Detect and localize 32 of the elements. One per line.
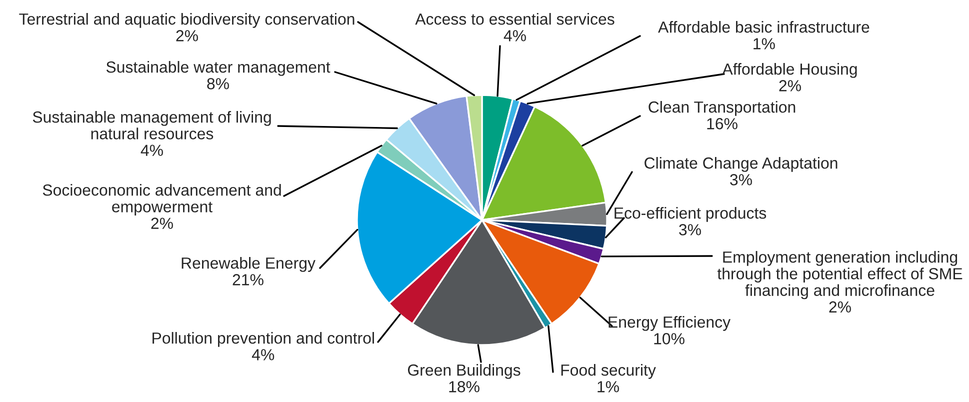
slice-label: Employment generation including through the potential effect of SME financing and microfinance	[717, 251, 962, 300]
data-label: 4%	[140, 144, 163, 156]
data-label: 2%	[779, 80, 801, 92]
data-label: 2%	[176, 30, 198, 42]
data-label: 1%	[598, 381, 619, 392]
slice-label: Renewable Energy	[182, 257, 316, 272]
data-label: 10%	[654, 333, 684, 344]
slice-label: Eco-efficient products	[614, 207, 766, 222]
data-label: 4%	[504, 30, 526, 42]
slice-label: Pollution prevention and control	[152, 332, 374, 347]
slice-label: Clean Transportation	[648, 101, 796, 116]
data-label: 18%	[449, 381, 480, 392]
data-label: 2%	[151, 218, 173, 229]
data-label: 3%	[730, 174, 752, 186]
data-label: 21%	[232, 274, 264, 286]
slice-label: Affordable Housing	[722, 63, 857, 78]
data-label: 1%	[754, 38, 775, 50]
data-label: 2%	[829, 301, 851, 313]
slice-label: Access to essential services	[415, 13, 614, 25]
slice-label: Energy Efficiency	[608, 316, 731, 331]
slice-label: Socioeconomic advancement and empowerment	[42, 184, 281, 216]
slice-label: Sustainable management of living natural resources	[32, 111, 271, 140]
data-label: 16%	[707, 118, 738, 130]
slice-label: Green Buildings	[408, 364, 520, 379]
slice-label: Affordable basic infrastructure	[658, 21, 870, 33]
data-label: 4%	[252, 349, 274, 360]
slice-label: Climate Change Adaptation	[644, 157, 838, 172]
slice-label: Sustainable water management	[106, 61, 330, 76]
slice-label: Terrestrial and aquatic biodiversity conservation	[19, 13, 354, 28]
data-label: 8%	[207, 78, 229, 90]
slice-label: Food security	[561, 364, 656, 379]
data-label: 3%	[679, 224, 701, 236]
